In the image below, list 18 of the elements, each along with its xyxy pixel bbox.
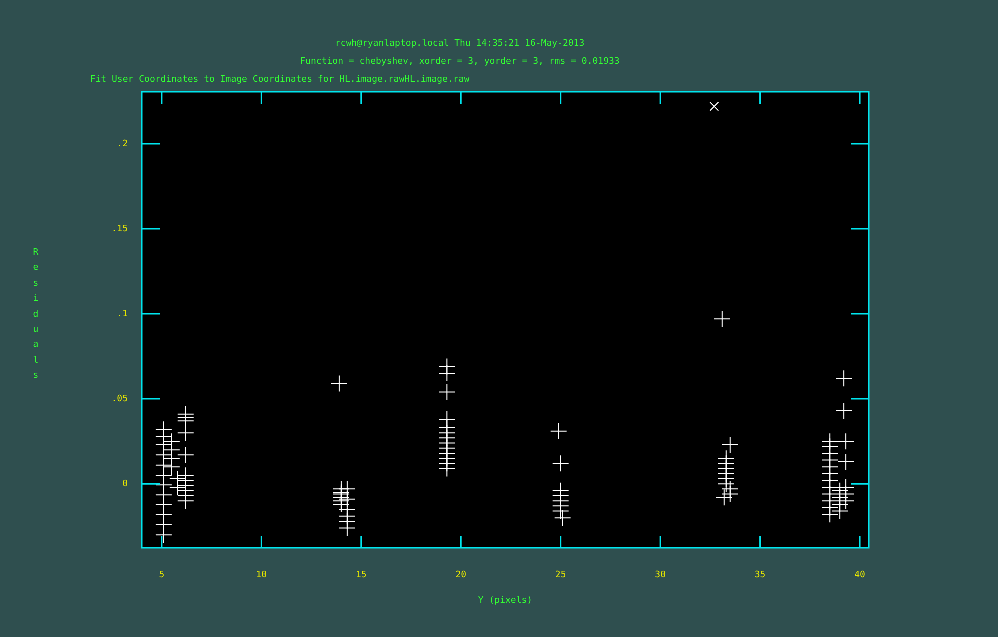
x-tick-label: 15 — [356, 570, 367, 581]
x-tick-label: 5 — [159, 570, 165, 581]
x-tick-label: 20 — [456, 570, 467, 581]
y-tick-label: .05 — [112, 394, 128, 404]
y-tick-label: 0 — [122, 479, 128, 490]
x-tick-label: 40 — [854, 570, 866, 581]
chart-subtitle: Function = chebyshev, xorder = 3, yorder = 3, rms = 0.01933 — [299, 57, 621, 67]
chart-title: rcwh@ryanlaptop.local Thu 14:35:21 16-May-2013 — [334, 39, 586, 49]
y-tick-label: .2 — [117, 139, 128, 150]
x-tick-label: 35 — [754, 570, 766, 581]
y-tick-label: .15 — [112, 224, 128, 234]
text: Fit User Coordinates to Image Coordinates for HL.image.rawHL.image.raw — [89, 75, 471, 85]
x-axis-title: Y (pixels) — [477, 596, 534, 606]
x-tick-label: 10 — [256, 570, 268, 581]
x-tick-label: 25 — [555, 570, 566, 581]
y-tick-label: .1 — [117, 309, 128, 320]
text: Residuals — [33, 248, 39, 382]
x-tick-label: 30 — [655, 570, 666, 581]
